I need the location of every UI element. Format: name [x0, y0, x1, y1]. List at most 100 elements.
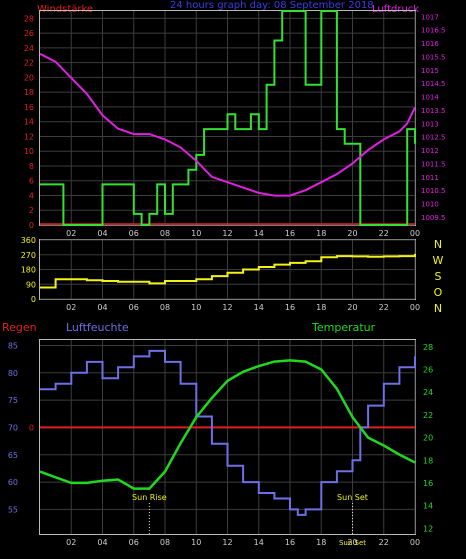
series-wind-strength — [40, 10, 416, 226]
x-tick-label: 16 — [285, 538, 295, 547]
x-tick-label: 18 — [316, 303, 326, 312]
temperature-axis-label: Temperatur — [311, 321, 376, 334]
compass-label: N — [434, 238, 442, 251]
wind-tick-label: 12 — [24, 132, 34, 141]
series-humidity — [40, 349, 416, 516]
pressure-tick-label: 1009.5 — [421, 214, 446, 222]
x-tick-label: 06 — [129, 303, 139, 312]
wind-tick-label: 8 — [29, 162, 34, 171]
sun-annotation: Sun Rise — [132, 493, 167, 502]
x-tick-label: 10 — [191, 303, 201, 312]
x-tick-label: 10 — [191, 538, 201, 547]
humidity-tick-label: 65 — [8, 451, 18, 460]
direction-tick-label: 180 — [21, 266, 36, 275]
humidity-tick-label: 70 — [8, 423, 18, 432]
pressure-tick-label: 1010 — [421, 201, 439, 209]
temperature-tick-label: 18 — [423, 456, 433, 465]
x-tick-label: 00 — [410, 229, 420, 238]
rain-tick-label: 0 — [29, 423, 34, 432]
wind-tick-label: 6 — [29, 177, 34, 186]
wind-tick-label: 18 — [24, 88, 34, 97]
x-tick-label: 14 — [254, 538, 264, 547]
x-tick-label: 22 — [379, 303, 389, 312]
pressure-tick-label: 1015.5 — [421, 53, 446, 61]
series-temperature — [39, 359, 416, 490]
wind-tick-label: 16 — [24, 103, 34, 112]
pressure-tick-label: 1014 — [421, 94, 439, 102]
x-tick-label: 20 — [347, 229, 357, 238]
compass-label: W — [433, 254, 444, 267]
x-tick-label: 20 — [347, 538, 357, 547]
humidity-tick-label: 80 — [8, 369, 18, 378]
x-tick-label: 04 — [97, 538, 107, 547]
temperature-tick-label: 16 — [423, 479, 433, 488]
pressure-tick-label: 1011.5 — [421, 160, 446, 168]
x-tick-label: 08 — [160, 303, 170, 312]
wind-tick-label: 22 — [24, 59, 34, 68]
pressure-tick-label: 1010.5 — [421, 187, 446, 195]
x-tick-label: 22 — [379, 229, 389, 238]
temperature-tick-label: 12 — [423, 524, 433, 533]
x-tick-label: 12 — [222, 538, 232, 547]
compass-label: N — [434, 302, 442, 315]
pressure-tick-label: 1013 — [421, 120, 439, 128]
header-title: 24 hours graph day: 08 September 2018 — [170, 0, 374, 11]
pressure-tick-label: 1017 — [421, 13, 439, 21]
pressure-tick-label: 1016.5 — [421, 27, 446, 35]
rain-axis-label: Regen — [2, 321, 37, 334]
pressure-tick-label: 1012 — [421, 147, 439, 155]
temperature-tick-label: 24 — [423, 388, 433, 397]
pressure-tick-label: 1011 — [421, 174, 439, 182]
x-tick-label: 02 — [66, 229, 76, 238]
x-tick-label: 02 — [66, 538, 76, 547]
x-tick-label: 14 — [254, 229, 264, 238]
humidity-tick-label: 75 — [8, 396, 18, 405]
pressure-tick-label: 1013.5 — [421, 107, 446, 115]
pressure-tick-label: 1014.5 — [421, 80, 446, 88]
direction-tick-label: 90 — [26, 280, 36, 289]
x-tick-label: 20 — [347, 303, 357, 312]
x-tick-label: 22 — [379, 538, 389, 547]
series-pressure — [39, 52, 416, 197]
x-tick-label: 12 — [222, 229, 232, 238]
wind-tick-label: 26 — [24, 29, 34, 38]
temperature-tick-label: 22 — [423, 411, 433, 420]
x-tick-label: 06 — [129, 229, 139, 238]
pressure-tick-label: 1016 — [421, 40, 439, 48]
pressure-tick-label: 1012.5 — [421, 134, 446, 142]
humidity-tick-label: 55 — [8, 505, 18, 514]
humidity-tick-label: 60 — [8, 478, 18, 487]
pressure-tick-label: 1015 — [421, 67, 439, 75]
direction-tick-label: 360 — [21, 236, 36, 245]
direction-tick-label: 0 — [31, 295, 36, 304]
x-tick-label: 02 — [66, 303, 76, 312]
x-tick-label: 12 — [222, 303, 232, 312]
compass-label: O — [434, 286, 443, 299]
humidity-axis-label: Luftfeuchte — [66, 321, 129, 334]
series-wind-direction — [40, 253, 416, 289]
sun-set-bottom-marker: Sun Set — [339, 539, 366, 547]
x-tick-label: 14 — [254, 303, 264, 312]
x-tick-label: 06 — [129, 538, 139, 547]
wind-tick-label: 28 — [24, 14, 34, 23]
temperature-tick-label: 20 — [423, 434, 433, 443]
temperature-tick-label: 14 — [423, 502, 433, 511]
x-tick-label: 00 — [410, 538, 420, 547]
header-left-label: Windstärke — [37, 4, 93, 15]
x-tick-label: 08 — [160, 229, 170, 238]
header-right-label: Luftdruck — [372, 4, 419, 15]
temperature-tick-label: 28 — [423, 343, 433, 352]
x-tick-label: 04 — [97, 303, 107, 312]
humidity-tick-label: 85 — [8, 341, 18, 350]
x-tick-label: 16 — [285, 229, 295, 238]
x-tick-label: 00 — [410, 303, 420, 312]
x-tick-label: 16 — [285, 303, 295, 312]
wind-tick-label: 14 — [24, 118, 34, 127]
x-tick-label: 08 — [160, 538, 170, 547]
wind-tick-label: 4 — [29, 191, 34, 200]
x-tick-label: 18 — [316, 538, 326, 547]
wind-tick-label: 10 — [24, 147, 34, 156]
direction-tick-label: 270 — [21, 251, 36, 260]
wind-tick-label: 2 — [29, 206, 34, 215]
compass-label: S — [435, 270, 442, 283]
